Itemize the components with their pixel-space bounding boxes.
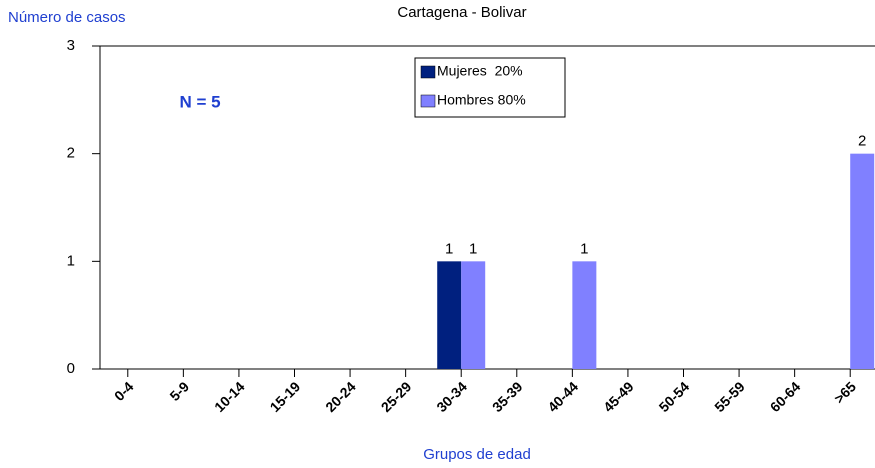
bar xyxy=(850,153,875,369)
y-tick-label: 1 xyxy=(67,252,75,269)
data-label: 1 xyxy=(469,240,477,257)
legend-label: Hombres 80% xyxy=(437,92,526,108)
x-tick-label: 20-24 xyxy=(322,378,359,415)
x-tick-label: 25-29 xyxy=(378,378,415,415)
x-tick-label: 15-19 xyxy=(267,378,304,415)
data-label: 2 xyxy=(858,133,866,150)
data-label: 1 xyxy=(580,240,588,257)
annotation: N = 5 xyxy=(179,92,220,111)
x-tick-label: 0-4 xyxy=(111,378,137,404)
x-tick-label: 40-44 xyxy=(544,378,581,415)
x-tick-label: 30-34 xyxy=(433,378,470,415)
data-label: 1 xyxy=(445,240,453,257)
bar xyxy=(572,261,597,369)
legend-swatch xyxy=(420,94,436,108)
x-tick-label: 35-39 xyxy=(489,378,526,415)
legend-label: Mujeres 20% xyxy=(437,63,523,79)
bar xyxy=(461,261,486,369)
x-tick-label: >65 xyxy=(831,378,859,406)
x-tick-label: 45-49 xyxy=(600,378,637,415)
x-tick-label: 10-14 xyxy=(211,378,248,415)
y-tick-label: 3 xyxy=(67,37,75,54)
x-axis-title: Grupos de edad xyxy=(423,446,531,463)
x-tick-label: 5-9 xyxy=(166,378,192,404)
x-tick-label: 55-59 xyxy=(711,378,748,415)
plot-frame xyxy=(99,45,875,370)
x-tick-label: 60-64 xyxy=(767,378,804,415)
y-tick-label: 0 xyxy=(67,360,75,377)
chart-title: Cartagena - Bolivar xyxy=(397,4,526,21)
y-axis-title: Número de casos xyxy=(8,9,126,26)
x-tick-label: 50-54 xyxy=(656,378,693,415)
legend-box xyxy=(414,57,566,118)
legend-swatch xyxy=(420,65,436,79)
bar xyxy=(437,261,462,369)
y-tick-label: 2 xyxy=(67,145,75,162)
